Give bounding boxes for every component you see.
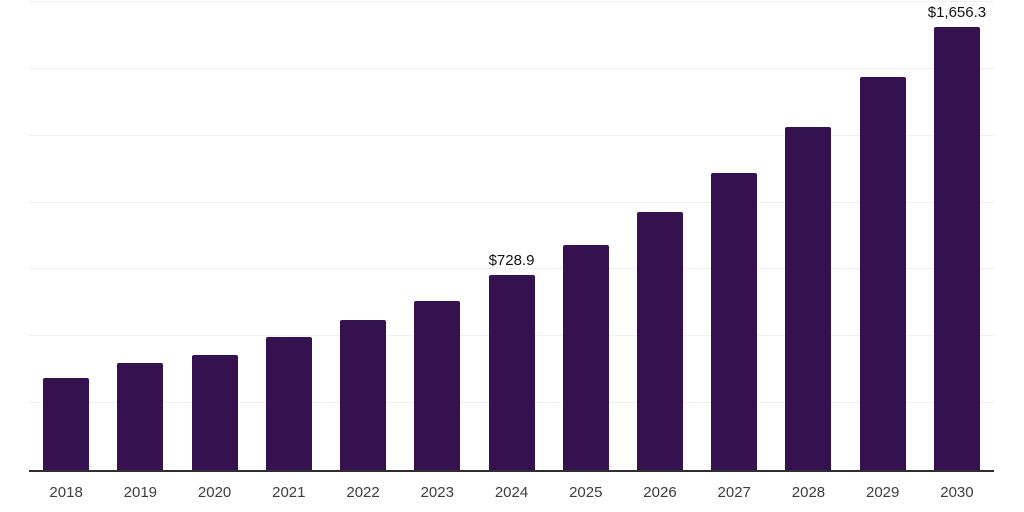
bar-column-2020 (177, 2, 251, 470)
bar-2030 (933, 27, 980, 470)
bar-column-2018 (29, 2, 103, 470)
bar-column-2030: $1,656.3 (920, 2, 994, 470)
bar-column-2029 (846, 2, 920, 470)
bar-2019 (117, 363, 164, 470)
bar-2018 (43, 377, 90, 470)
x-tick-2021: 2021 (272, 484, 306, 501)
bar-column-2023 (400, 2, 474, 470)
bar-2024 (488, 275, 535, 470)
x-tick-2019: 2019 (123, 484, 158, 501)
bar-2027 (711, 172, 758, 470)
bar-2021 (265, 336, 312, 470)
x-axis-tick-labels: 2018 2019 2020 2021 2022 2023 2024 2025 2026 2027… (29, 484, 994, 502)
x-tick-2029: 2029 (866, 484, 900, 501)
gridline-1750 (29, 1, 994, 2)
bar-column-2026 (623, 2, 697, 470)
x-tick-2024: 2024 (494, 484, 529, 501)
bar-column-2025 (549, 2, 623, 470)
x-tick-2018: 2018 (49, 484, 83, 501)
gridline-750 (29, 268, 994, 270)
bar-2025 (562, 245, 609, 470)
x-tick-2028: 2028 (791, 484, 826, 501)
bar-2023 (414, 300, 461, 470)
x-tick-2023: 2023 (420, 484, 454, 501)
bar-group: $728.9 $1,656.3 (29, 2, 994, 470)
bar-2026 (636, 211, 683, 470)
x-tick-2020: 2020 (197, 484, 232, 501)
bar-column-2021 (252, 2, 326, 470)
x-tick-2030: 2030 (940, 484, 974, 501)
bar-2020 (191, 355, 238, 470)
bar-2028 (785, 127, 832, 470)
x-tick-2026: 2026 (643, 484, 677, 501)
plot-area: $728.9 $1,656.3 (29, 1, 994, 472)
gridline-1500 (29, 67, 994, 69)
gridline-1250 (29, 134, 994, 136)
bar-column-2022 (326, 2, 400, 470)
bar-column-2019 (103, 2, 177, 470)
bar-column-2024: $728.9 (474, 2, 548, 470)
bar-2022 (340, 320, 387, 470)
data-label-2024: $728.9 (488, 252, 535, 270)
x-tick-2025: 2025 (569, 484, 603, 501)
gridline-1000 (29, 201, 994, 203)
data-label-2030: $1,656.3 (927, 4, 987, 22)
bar-2029 (859, 77, 906, 470)
x-tick-2022: 2022 (346, 484, 380, 501)
bar-column-2028 (771, 2, 845, 470)
bar-column-2027 (697, 2, 771, 470)
x-tick-2027: 2027 (717, 484, 751, 501)
